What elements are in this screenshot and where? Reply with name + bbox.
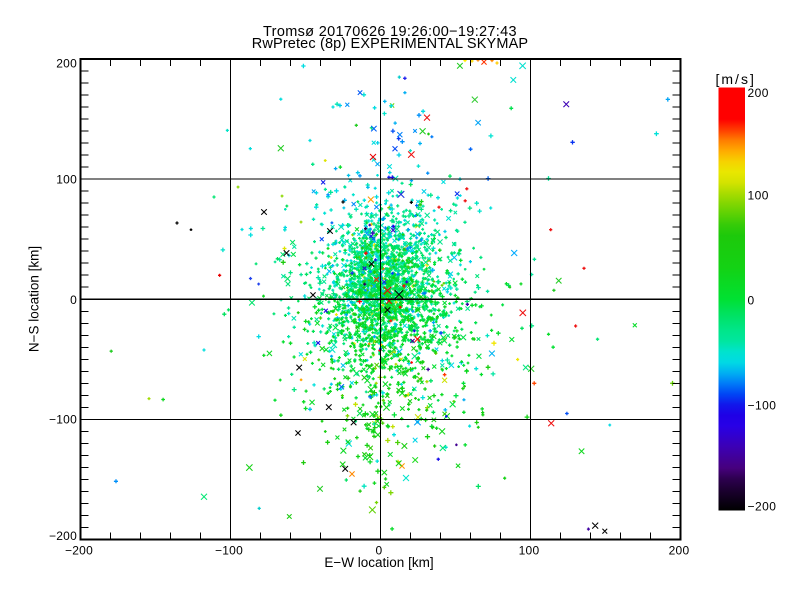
svg-text:Tromsø 20170626 19:26:00−19:27: Tromsø 20170626 19:26:00−19:27:43 [263, 24, 517, 40]
svg-text:100: 100 [56, 173, 77, 187]
svg-text:−100: −100 [215, 544, 243, 558]
svg-text:0: 0 [748, 293, 755, 307]
svg-text:N−S location [km]: N−S location [km] [27, 246, 42, 352]
svg-text:[m/s]: [m/s] [716, 71, 756, 87]
svg-text:100: 100 [748, 189, 769, 203]
svg-text:100: 100 [519, 544, 540, 558]
svg-text:200: 200 [56, 57, 77, 71]
svg-text:0: 0 [70, 293, 77, 307]
svg-text:−200: −200 [748, 500, 777, 514]
svg-text:0: 0 [376, 544, 383, 558]
svg-text:RwPretec (8p) EXPERIMENTAL SKY: RwPretec (8p) EXPERIMENTAL SKYMAP [252, 36, 529, 52]
svg-text:−100: −100 [49, 413, 77, 427]
svg-text:−100: −100 [748, 399, 777, 413]
svg-text:−200: −200 [65, 544, 93, 558]
svg-text:−200: −200 [49, 529, 77, 543]
svg-text:200: 200 [748, 86, 769, 100]
svg-text:200: 200 [669, 544, 690, 558]
svg-text:E−W location [km]: E−W location [km] [324, 555, 433, 570]
